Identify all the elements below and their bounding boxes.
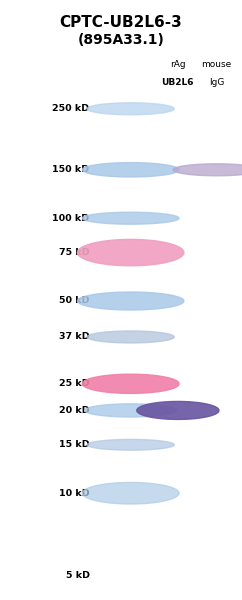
Text: (895A33.1): (895A33.1) [78, 33, 164, 47]
Polygon shape [77, 239, 184, 266]
Text: 15 kD: 15 kD [59, 440, 90, 449]
Polygon shape [173, 164, 242, 176]
Text: CPTC-UB2L6-3: CPTC-UB2L6-3 [60, 15, 182, 30]
Polygon shape [82, 163, 179, 177]
Text: 100 kD: 100 kD [53, 214, 90, 223]
Text: rAg: rAg [170, 60, 186, 69]
Polygon shape [137, 401, 219, 419]
Text: 10 kD: 10 kD [59, 489, 90, 498]
Polygon shape [87, 439, 174, 450]
Text: mouse: mouse [201, 60, 232, 69]
Polygon shape [87, 331, 174, 343]
Polygon shape [77, 292, 184, 310]
Text: 150 kD: 150 kD [53, 165, 90, 174]
Text: IgG: IgG [209, 78, 224, 87]
Text: 37 kD: 37 kD [59, 332, 90, 341]
Text: 25 kD: 25 kD [59, 379, 90, 388]
Polygon shape [85, 404, 177, 417]
Text: 20 kD: 20 kD [59, 406, 90, 415]
Polygon shape [87, 103, 174, 115]
Text: 5 kD: 5 kD [66, 571, 90, 581]
Polygon shape [82, 212, 179, 224]
Text: UB2L6: UB2L6 [162, 78, 194, 87]
Text: 50 kD: 50 kD [59, 296, 90, 305]
Polygon shape [82, 374, 179, 394]
Text: 250 kD: 250 kD [53, 104, 90, 113]
Polygon shape [82, 482, 179, 504]
Text: 75 kD: 75 kD [59, 248, 90, 257]
